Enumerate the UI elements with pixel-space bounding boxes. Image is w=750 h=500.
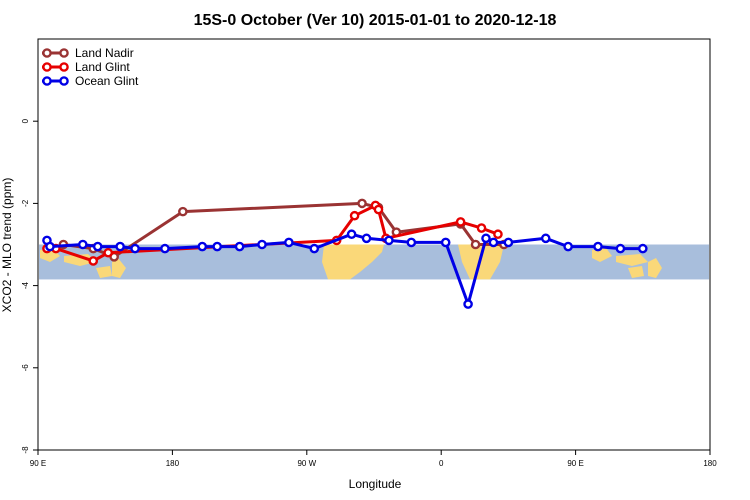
land-shape	[648, 258, 662, 278]
data-point	[212, 241, 222, 252]
legend-marker	[42, 48, 52, 58]
legend-marker	[42, 62, 52, 72]
data-point	[476, 223, 487, 233]
legend-label: Ocean Glint	[75, 74, 139, 88]
legend-marker	[59, 48, 69, 58]
data-point	[463, 299, 473, 309]
data-point	[593, 241, 603, 252]
y-tick-label: 0	[21, 118, 30, 123]
land-shape	[322, 244, 384, 280]
data-point	[361, 233, 372, 244]
land-shape	[628, 266, 644, 278]
data-point	[160, 243, 170, 254]
data-point	[384, 235, 394, 246]
x-tick-label: 180	[703, 459, 717, 468]
legend-marker	[42, 76, 52, 86]
legend-marker	[59, 62, 69, 72]
data-point	[488, 237, 499, 248]
x-tick-label: 90 E	[30, 459, 46, 468]
data-point	[197, 241, 208, 252]
land-shape	[64, 254, 96, 266]
x-tick-label: 180	[166, 459, 180, 468]
x-tick-label: 90 E	[567, 459, 583, 468]
y-tick-label: -8	[21, 446, 30, 454]
y-axis-label: XCO2 - MLO trend (ppm)	[0, 178, 14, 313]
data-point	[373, 204, 384, 215]
data-point	[346, 229, 357, 240]
data-point	[45, 241, 55, 252]
data-point	[638, 243, 648, 254]
y-tick-label: -4	[21, 281, 30, 289]
data-point	[563, 241, 573, 252]
land-shape	[112, 258, 126, 278]
y-axis: 0 -2 -4 -6 -8	[21, 118, 38, 454]
legend-label: Land Glint	[75, 60, 130, 74]
data-point	[455, 217, 466, 227]
x-axis-label: Longitude	[349, 477, 402, 491]
x-axis: 90 E 180 90 W 0 90 E 180	[30, 450, 717, 468]
land-shape	[616, 254, 648, 266]
data-point	[540, 233, 551, 244]
data-point	[440, 237, 451, 248]
data-point	[88, 256, 99, 266]
data-point	[470, 239, 481, 250]
data-point	[257, 239, 267, 250]
data-point	[284, 237, 294, 248]
legend-label: Land Nadir	[75, 46, 134, 60]
data-point	[503, 237, 514, 248]
x-tick-label: 0	[439, 459, 444, 468]
legend-marker	[59, 76, 69, 86]
y-tick-label: -2	[21, 199, 30, 207]
data-point	[92, 241, 103, 252]
plot-frame	[37, 38, 711, 451]
data-point	[234, 241, 245, 252]
y-tick-label: -6	[21, 364, 30, 372]
data-point	[615, 243, 626, 254]
data-point	[309, 243, 320, 254]
land-shape	[592, 248, 612, 262]
data-point	[178, 206, 188, 217]
data-point	[349, 210, 360, 221]
data-point	[493, 229, 503, 240]
data-point	[103, 247, 113, 258]
data-point	[357, 198, 367, 209]
data-point	[130, 243, 140, 254]
data-point	[78, 239, 88, 250]
x-tick-label: 90 W	[297, 459, 316, 468]
data-point	[481, 233, 491, 244]
chart-title: 15S-0 October (Ver 10) 2015-01-01 to 202…	[194, 12, 557, 29]
series-layer	[42, 198, 648, 309]
data-point	[406, 237, 417, 248]
data-point	[115, 241, 125, 252]
land-shape	[96, 266, 112, 278]
